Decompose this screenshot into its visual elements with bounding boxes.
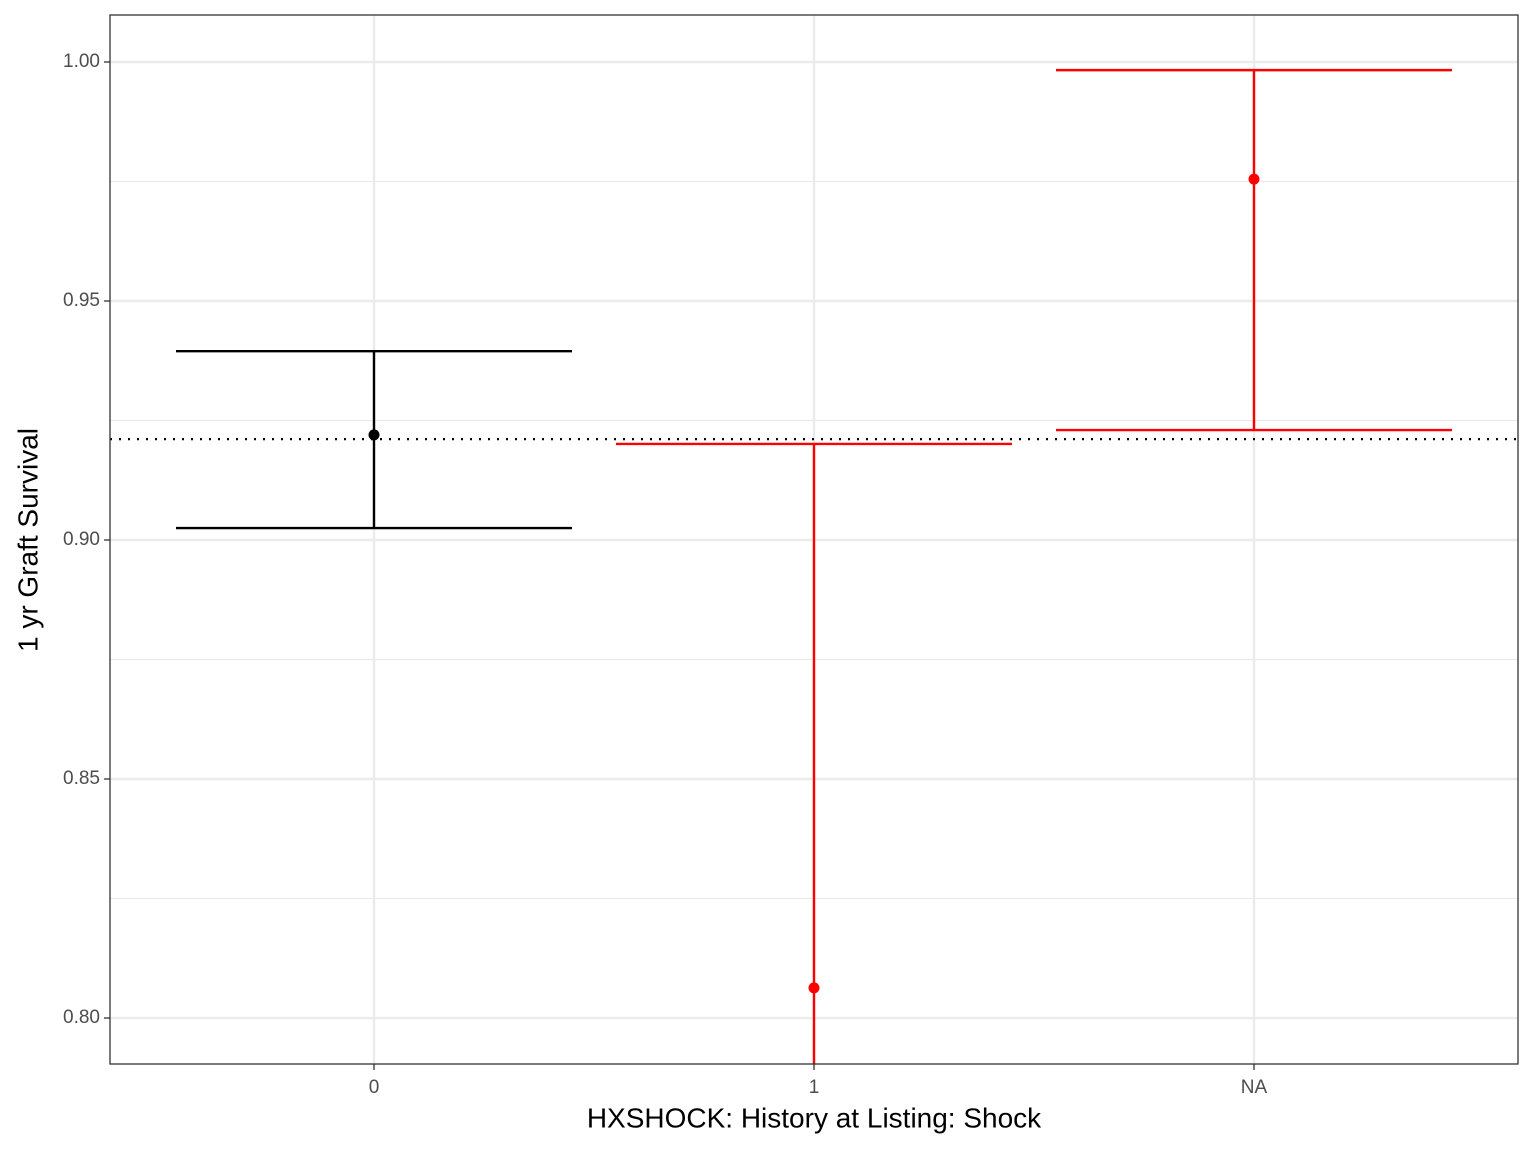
y-tick-label: 0.90 (63, 529, 100, 550)
point (808, 982, 820, 994)
y-tick-label: 0.80 (63, 1007, 100, 1028)
point (1248, 173, 1260, 185)
x-tick-label: 0 (369, 1077, 380, 1098)
x-axis-title: HXSHOCK: History at Listing: Shock (587, 1102, 1042, 1133)
plot-area (110, 68, 1518, 1064)
x-tick-label: NA (1241, 1077, 1268, 1098)
x-tick-label: 1 (809, 1077, 820, 1098)
y-tick-label: 1.00 (63, 51, 100, 72)
y-axis-title: 1 yr Graft Survival (12, 428, 43, 652)
y-tick-label: 0.95 (63, 290, 100, 311)
point (368, 429, 380, 441)
y-tick-label: 0.85 (63, 768, 100, 789)
